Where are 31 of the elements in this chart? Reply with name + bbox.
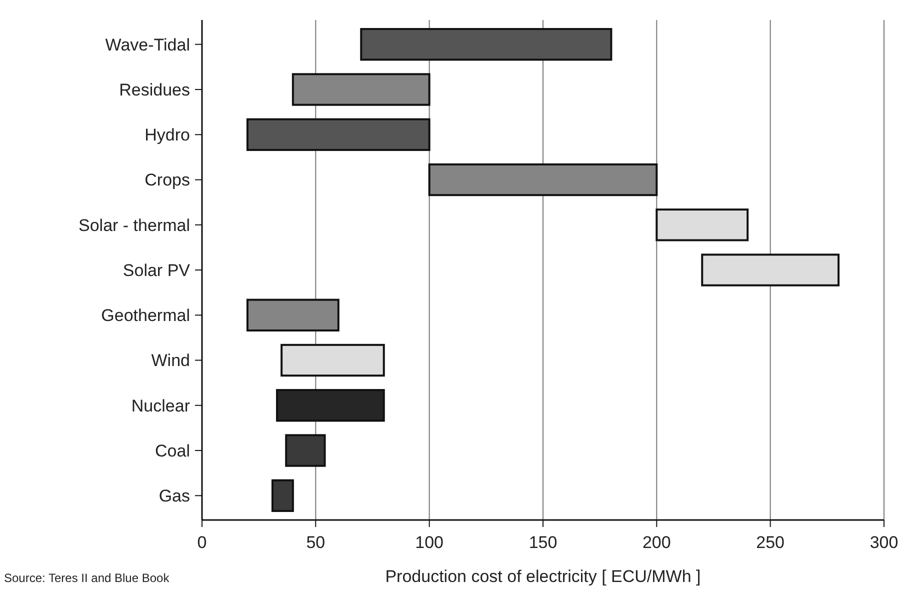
- x-tick-label: 50: [306, 533, 326, 552]
- x-axis-title: Production cost of electricity [ ECU/MWh ]: [385, 567, 701, 586]
- y-tick-label: Wind: [151, 351, 190, 370]
- x-tick-label: 0: [197, 533, 207, 552]
- y-tick-label: Crops: [144, 170, 190, 190]
- y-tick-label: Nuclear: [131, 396, 190, 416]
- y-tick-label: Wave-Tidal: [105, 35, 190, 54]
- bar: [246, 298, 340, 332]
- bar: [271, 479, 294, 512]
- x-tick-label: 250: [756, 533, 785, 552]
- bar: [246, 118, 430, 151]
- y-tick-label: Coal: [155, 441, 190, 460]
- y-tick-label: Geothermal: [101, 306, 190, 326]
- bar: [280, 344, 385, 377]
- x-tick-label: 150: [528, 533, 558, 552]
- y-tick-label: Solar - thermal: [78, 216, 190, 235]
- x-tick-label: 300: [870, 533, 898, 552]
- bar: [360, 28, 612, 61]
- bar: [701, 254, 840, 286]
- x-tick-label: 200: [642, 533, 671, 552]
- y-tick-label: Residues: [119, 80, 190, 100]
- bar: [285, 434, 326, 467]
- y-tick-label: Solar PV: [122, 260, 191, 280]
- y-tick-label: Gas: [158, 486, 190, 506]
- x-tick-label: 100: [415, 533, 444, 552]
- bar: [428, 163, 658, 196]
- y-tick-label: Hydro: [144, 126, 190, 145]
- bar: [276, 389, 385, 422]
- bar: [656, 208, 749, 242]
- source-note: Source: Teres II and Blue Book: [4, 571, 170, 585]
- bar: [292, 73, 430, 106]
